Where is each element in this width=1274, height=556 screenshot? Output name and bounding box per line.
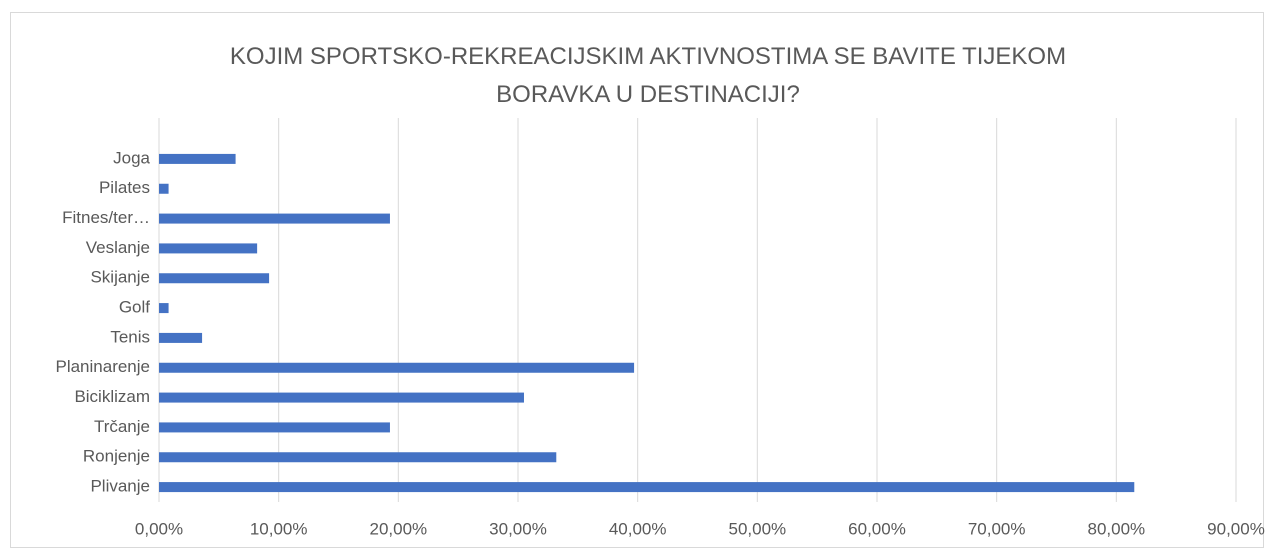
bar	[159, 303, 169, 314]
bar	[159, 153, 236, 164]
y-tick-label: Biciklizam	[74, 387, 150, 406]
bar	[159, 482, 1135, 493]
bar	[159, 183, 169, 194]
y-tick-label: Skijanje	[90, 268, 150, 287]
x-tick-label: 50,00%	[728, 519, 786, 538]
y-tick-label: Joga	[113, 148, 150, 167]
x-tick-label: 60,00%	[848, 519, 906, 538]
chart-title: KOJIM SPORTSKO-REKREACIJSKIM AKTIVNOSTIM…	[229, 43, 1067, 108]
bar	[159, 273, 270, 284]
y-tick-label: Veslanje	[86, 238, 150, 257]
y-tick-label: Golf	[119, 298, 150, 317]
y-tick-label: Trčanje	[94, 417, 150, 436]
x-tick-label: 0,00%	[135, 519, 183, 538]
x-tick-label: 30,00%	[489, 519, 547, 538]
y-tick-label: Plivanje	[90, 477, 150, 496]
y-tick-label: Pilates	[99, 178, 150, 197]
y-tick-label: Tenis	[110, 327, 150, 346]
bar	[159, 243, 258, 254]
x-tick-label: 80,00%	[1087, 519, 1145, 538]
bar	[159, 452, 557, 463]
bar	[159, 392, 524, 403]
bar	[159, 332, 203, 343]
bar	[159, 362, 635, 373]
x-tick-label: 90,00%	[1207, 519, 1265, 538]
x-tick-label: 20,00%	[369, 519, 427, 538]
x-tick-label: 40,00%	[609, 519, 667, 538]
x-tick-label: 10,00%	[250, 519, 308, 538]
y-tick-label: Ronjenje	[83, 447, 150, 466]
y-tick-label: Fitnes/ter…	[62, 208, 150, 227]
bar	[159, 422, 390, 433]
bar	[159, 213, 390, 224]
y-tick-label: Planinarenje	[55, 357, 150, 376]
x-tick-label: 70,00%	[968, 519, 1026, 538]
